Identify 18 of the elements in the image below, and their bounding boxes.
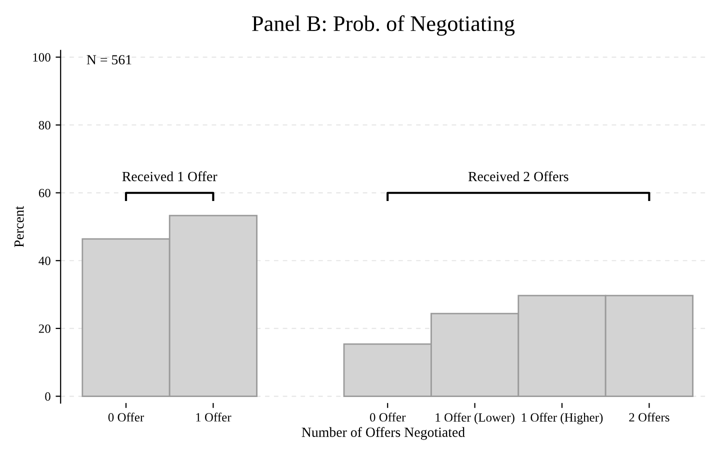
y-tick-label: 0 (45, 392, 50, 401)
x-tick-label: 2 Offers (629, 412, 670, 422)
annotation: Received 2 Offers (468, 171, 568, 182)
x-tick-label: 1 Offer (Lower) (436, 412, 514, 424)
x-tick-label: 0 Offer (370, 412, 406, 422)
y-tick-label: 60 (38, 188, 50, 198)
y-axis-title: Percent (14, 206, 24, 248)
chart-title: Panel B: Prob. of Negotiating (252, 15, 515, 36)
y-tick-label: 20 (38, 324, 50, 333)
annotation: N = 561 (86, 55, 132, 64)
x-axis-title: Number of Offers Negotiated (302, 427, 465, 440)
x-tick-label: 0 Offer (108, 412, 144, 422)
y-tick-label: 100 (33, 53, 50, 62)
x-tick-label: 1 Offer (Higher) (522, 412, 603, 424)
y-tick-label: 40 (38, 256, 50, 266)
annotation: Received 1 Offer (122, 171, 218, 182)
x-tick-label: 1 Offer (196, 412, 232, 422)
y-tick-label: 80 (38, 121, 50, 130)
